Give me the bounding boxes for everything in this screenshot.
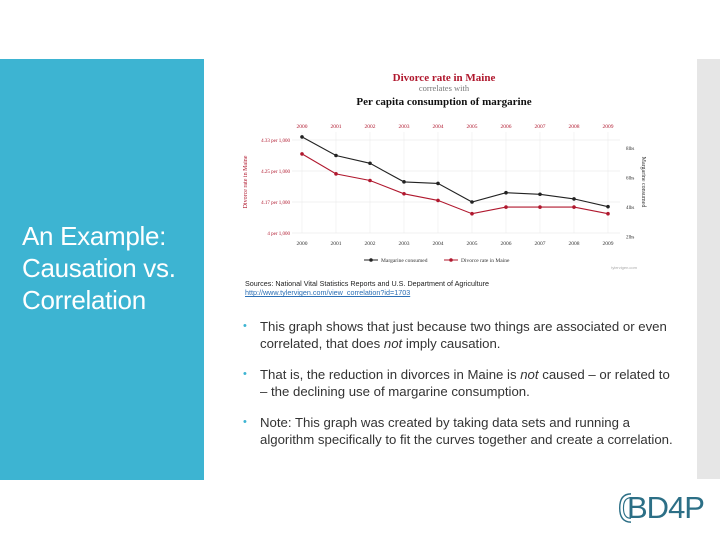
x-labels-bottom: 2000 2001 2002 2003 2004 2005 2006 2007 2008 2009 (297, 241, 614, 247)
y-right-tick-label: 2lbs (626, 235, 634, 240)
bullet-text-end: imply causation. (402, 336, 501, 351)
margarine-data-point (334, 153, 338, 158)
x-tick-label-top: 2007 (535, 124, 546, 130)
title-line-2: Causation vs. (22, 253, 176, 283)
bullet-item: • That is, the reduction in divorces in … (243, 366, 673, 400)
bullet-dot-icon: • (243, 416, 247, 428)
series-lines (301, 136, 609, 215)
chart-subtitle: correlates with (419, 83, 470, 93)
y-right-tick-label: 6lbs (626, 176, 634, 181)
margarine-data-point (436, 181, 440, 186)
x-tick-label-bottom: 2005 (467, 241, 478, 247)
divorce-data-point (470, 211, 474, 216)
margarine-data-point (402, 180, 406, 184)
margarine-data-point (368, 161, 372, 166)
y-left-tick-label: 4.33 per 1,000 (261, 139, 290, 144)
legend: Margarine consumed Divorce rate in Maine (364, 258, 510, 264)
y-right-ticks: 8lbs 6lbs 4lbs 2lbs (626, 147, 634, 240)
margarine-data-point (606, 204, 610, 209)
legend-margarine-label: Margarine consumed (381, 258, 428, 264)
divorce-data-point (368, 178, 372, 183)
bullet-text-end: caused – or related to – the declining u… (260, 367, 670, 399)
chart-title: Divorce rate in Maine (393, 72, 496, 84)
margarine-data-point (504, 190, 508, 195)
x-tick-label-bottom: 2009 (603, 241, 614, 247)
x-tick-label-top: 2000 (297, 124, 308, 130)
divorce-data-point (436, 198, 440, 203)
bullet-item: • Note: This graph was created by taking… (243, 414, 673, 448)
divorce-data-point (572, 205, 576, 209)
margarine-data-point (300, 135, 304, 139)
x-tick-label-top: 2006 (501, 124, 512, 130)
y-left-label: Divorce rate in Maine (243, 155, 249, 208)
bullet-emphasis: not (383, 336, 403, 351)
y-left-tick-label: 4 per 1,000 (267, 232, 290, 237)
divorce-series-line (301, 153, 609, 215)
margarine-data-point (538, 192, 542, 197)
series-points (300, 135, 610, 216)
x-tick-label-bottom: 2000 (297, 241, 308, 247)
x-tick-label-bottom: 2006 (501, 241, 512, 247)
divorce-data-point (334, 172, 338, 176)
divorce-margarine-chart: Divorce rate in Maine correlates with Pe… (243, 72, 646, 270)
bullet-dot-icon: • (243, 368, 247, 380)
slide-title: An Example: Causation vs. Correlation (22, 220, 200, 316)
bullet-list: • This graph shows that just because two… (243, 318, 673, 462)
gridlines (292, 132, 620, 234)
y-right-tick-label: 4lbs (626, 206, 634, 211)
sources-label: Sources: National Vital Statistics Repor… (245, 279, 489, 288)
x-labels-top: 2000 2001 2002 2003 2004 2005 2006 2007 2008 2009 (297, 124, 614, 130)
legend-divorce-label: Divorce rate in Maine (461, 258, 510, 264)
y-left-tick-label: 4.17 per 1,000 (261, 201, 290, 206)
margarine-data-point (572, 197, 576, 201)
title-line-3: Correlation (22, 285, 146, 315)
divorce-data-point (504, 205, 508, 209)
chart-watermark: tylervigen.com (611, 265, 637, 270)
chart-title-2: Per capita consumption of margarine (356, 96, 531, 108)
x-tick-label-top: 2009 (603, 124, 614, 130)
sources-link[interactable]: http://www.tylervigen.com/view_correlati… (245, 288, 411, 297)
x-tick-label-bottom: 2007 (535, 241, 546, 247)
divorce-data-point (538, 205, 542, 209)
x-tick-label-bottom: 2003 (399, 241, 410, 247)
margarine-data-point (470, 200, 474, 204)
bd4p-logo-icon (618, 493, 632, 523)
x-tick-label-bottom: 2001 (331, 241, 342, 247)
x-tick-label-top: 2004 (433, 124, 444, 130)
legend-divorce-marker (449, 258, 453, 262)
scrollbar[interactable] (697, 59, 720, 479)
x-tick-label-bottom: 2004 (433, 241, 444, 247)
bullet-emphasis: not (520, 367, 539, 382)
x-tick-label-top: 2003 (399, 124, 410, 130)
bullet-item: • This graph shows that just because two… (243, 318, 673, 352)
sources-note: Sources: National Vital Statistics Repor… (245, 279, 489, 297)
margarine-series-line (301, 136, 609, 208)
x-tick-label-bottom: 2008 (569, 241, 580, 247)
x-tick-label-top: 2005 (467, 124, 478, 130)
bullet-text: This graph shows that just because two t… (260, 319, 667, 351)
bullet-dot-icon: • (243, 320, 247, 332)
divorce-data-point (402, 191, 406, 196)
y-right-tick-label: 8lbs (626, 147, 634, 152)
title-panel (0, 59, 204, 480)
legend-margarine-marker (369, 258, 373, 262)
x-tick-label-top: 2008 (569, 124, 580, 130)
logo-text: BD4P (627, 490, 705, 525)
x-tick-label-top: 2002 (365, 124, 376, 130)
x-tick-label-top: 2001 (331, 124, 342, 130)
divorce-data-point (300, 152, 304, 156)
x-tick-label-bottom: 2002 (365, 241, 376, 247)
divorce-data-point (606, 211, 610, 216)
y-left-tick-label: 4.25 per 1,000 (261, 170, 290, 175)
y-right-label: Margarine consumed (640, 157, 646, 208)
bullet-text: That is, the reduction in divorces in Ma… (260, 367, 521, 382)
bullet-text: Note: This graph was created by taking d… (260, 415, 673, 447)
title-line-1: An Example: (22, 221, 167, 251)
y-left-ticks: 4.33 per 1,000 4.25 per 1,000 4.17 per 1,0… (261, 139, 290, 237)
